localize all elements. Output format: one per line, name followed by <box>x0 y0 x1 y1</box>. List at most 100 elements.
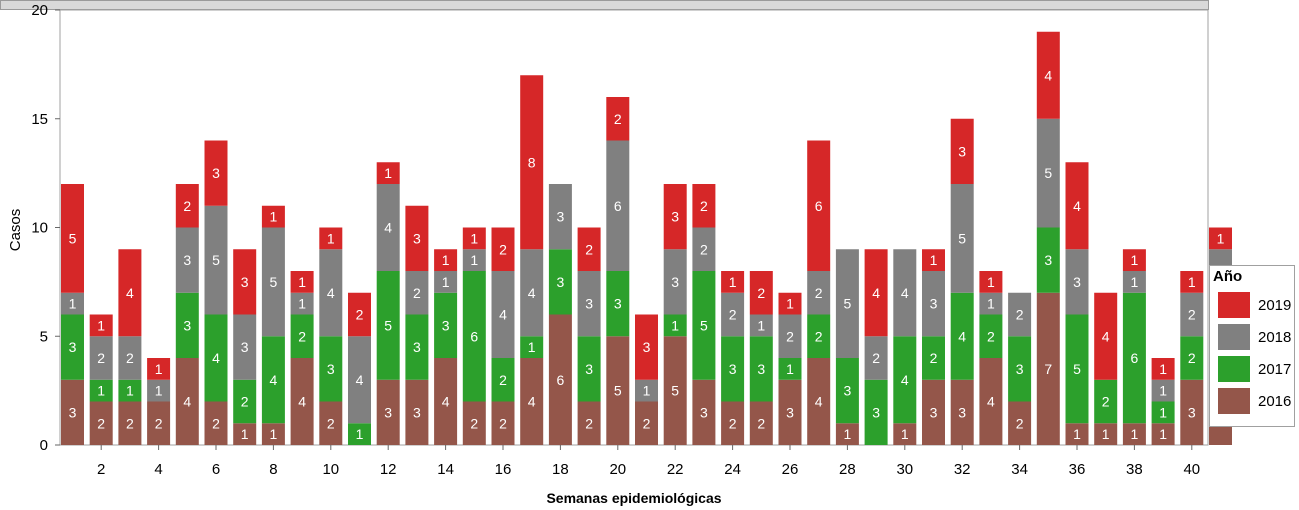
bar-value-label: 1 <box>901 426 909 442</box>
bar-value-label: 1 <box>356 426 364 442</box>
bar-value-label: 1 <box>442 252 450 268</box>
bar-value-label: 3 <box>413 404 421 420</box>
bar-segment-2016-week-35 <box>1036 292 1060 445</box>
legend-swatch <box>1218 292 1250 318</box>
bar-segment-2019-week-38 <box>1122 249 1146 271</box>
bar-segment-2016-week-27 <box>807 358 831 445</box>
bar-value-label: 1 <box>298 274 306 290</box>
bar-segment-2019-week-1 <box>61 184 84 293</box>
bar-value-label: 5 <box>700 317 708 333</box>
bar-value-label: 1 <box>270 426 278 442</box>
bar-segment-2019-week-13 <box>405 205 429 271</box>
x-tick-label: 2 <box>97 461 105 478</box>
bar-segment-2017-week-26 <box>778 358 802 380</box>
legend-swatch <box>1218 324 1250 350</box>
bar-segment-2016-week-16 <box>491 401 515 445</box>
bar-segment-2016-week-3 <box>118 401 142 445</box>
bar-value-label: 2 <box>298 328 306 344</box>
bar-value-label: 5 <box>671 383 679 399</box>
bar-value-label: 3 <box>844 383 852 399</box>
bar-value-label: 2 <box>614 111 622 127</box>
legend: Año 2019 2018 2017 2016 <box>1209 265 1295 427</box>
bar-value-label: 1 <box>155 383 163 399</box>
bar-segment-2018-week-20 <box>606 140 630 271</box>
bar-value-label: 3 <box>958 404 966 420</box>
bar-segment-2018-week-25 <box>749 314 773 337</box>
bar-segment-2019-week-7 <box>233 249 257 315</box>
bar-segment-2017-week-13 <box>405 314 429 380</box>
bar-value-label: 1 <box>442 274 450 290</box>
bar-value-label: 6 <box>470 328 478 344</box>
bar-value-label: 3 <box>69 339 77 355</box>
bar-segment-2016-week-21 <box>635 401 658 445</box>
bar-value-label: 4 <box>327 285 335 301</box>
bar-value-label: 3 <box>930 296 938 312</box>
bar-segment-2018-week-27 <box>807 271 831 315</box>
bar-segment-2018-week-40 <box>1180 292 1204 337</box>
bar-segment-2019-week-25 <box>749 271 773 315</box>
bar-value-label: 2 <box>97 350 105 366</box>
bar-segment-2019-week-31 <box>922 249 945 271</box>
bar-value-label: 3 <box>1044 252 1052 268</box>
bar-segment-2018-week-34 <box>1008 292 1032 337</box>
bar-value-label: 1 <box>1131 274 1139 290</box>
bar-segment-2016-week-13 <box>405 379 429 445</box>
bar-segment-2017-week-19 <box>577 336 601 402</box>
legend-label: 2016 <box>1258 393 1292 410</box>
bar-segment-2017-week-20 <box>606 271 630 337</box>
bar-segment-2019-week-26 <box>778 292 802 315</box>
bar-segment-2017-week-15 <box>462 271 486 402</box>
bar-value-label: 2 <box>757 415 765 431</box>
bar-value-label: 4 <box>212 350 220 366</box>
bar-value-label: 3 <box>183 317 191 333</box>
bar-segment-2018-week-35 <box>1036 118 1060 228</box>
bar-segment-2018-week-6 <box>204 205 228 315</box>
bar-value-label: 2 <box>585 241 593 257</box>
bar-segment-2016-week-15 <box>462 401 486 445</box>
bar-segment-2017-week-14 <box>434 292 458 358</box>
bar-segment-2019-week-23 <box>692 184 716 228</box>
legend-swatch <box>1218 388 1250 414</box>
bar-segment-2019-week-3 <box>118 249 142 337</box>
bar-value-label: 3 <box>69 404 77 420</box>
bar-value-label: 1 <box>528 339 536 355</box>
bar-value-label: 4 <box>298 394 306 410</box>
bar-value-label: 1 <box>1102 426 1110 442</box>
bar-value-label: 1 <box>1159 383 1167 399</box>
bar-value-label: 2 <box>413 285 421 301</box>
bar-segment-2018-week-28 <box>835 249 859 358</box>
bar-value-label: 1 <box>1159 426 1167 442</box>
bar-segment-2017-week-31 <box>922 336 945 380</box>
bar-segment-2018-week-16 <box>491 271 515 358</box>
bar-segment-2019-week-33 <box>979 271 1003 293</box>
bar-segment-2017-week-12 <box>376 271 400 380</box>
bar-value-label: 2 <box>815 285 823 301</box>
bar-value-label: 3 <box>872 404 880 420</box>
bar-value-label: 2 <box>930 350 938 366</box>
bar-segment-2019-week-8 <box>261 205 285 228</box>
x-tick-label: 12 <box>380 461 397 478</box>
bar-segment-2017-week-1 <box>61 314 84 380</box>
bar-value-label: 5 <box>1044 165 1052 181</box>
bar-value-label: 1 <box>470 252 478 268</box>
bar-value-label: 3 <box>183 252 191 268</box>
bar-segment-2016-week-37 <box>1094 423 1118 445</box>
legend-title: Año <box>1213 268 1243 285</box>
bar-value-label: 2 <box>97 415 105 431</box>
bar-value-label: 4 <box>1102 328 1110 344</box>
bar-value-label: 4 <box>815 394 823 410</box>
bar-segment-2018-week-19 <box>577 271 601 337</box>
x-tick-label: 40 <box>1183 461 1200 478</box>
bar-segment-2016-week-36 <box>1065 423 1089 445</box>
bar-segment-2016-week-5 <box>175 358 199 445</box>
bar-segment-2018-week-8 <box>261 227 285 337</box>
bar-segment-2019-week-39 <box>1151 358 1175 380</box>
x-tick-label: 32 <box>954 461 971 478</box>
bar-value-label: 4 <box>384 220 392 236</box>
bar-value-label: 3 <box>729 361 737 377</box>
bar-value-label: 2 <box>212 415 220 431</box>
bar-value-label: 1 <box>786 361 794 377</box>
bar-segment-2017-week-27 <box>807 314 831 358</box>
bar-segment-2016-week-26 <box>778 379 802 445</box>
bar-value-label: 3 <box>557 209 565 225</box>
